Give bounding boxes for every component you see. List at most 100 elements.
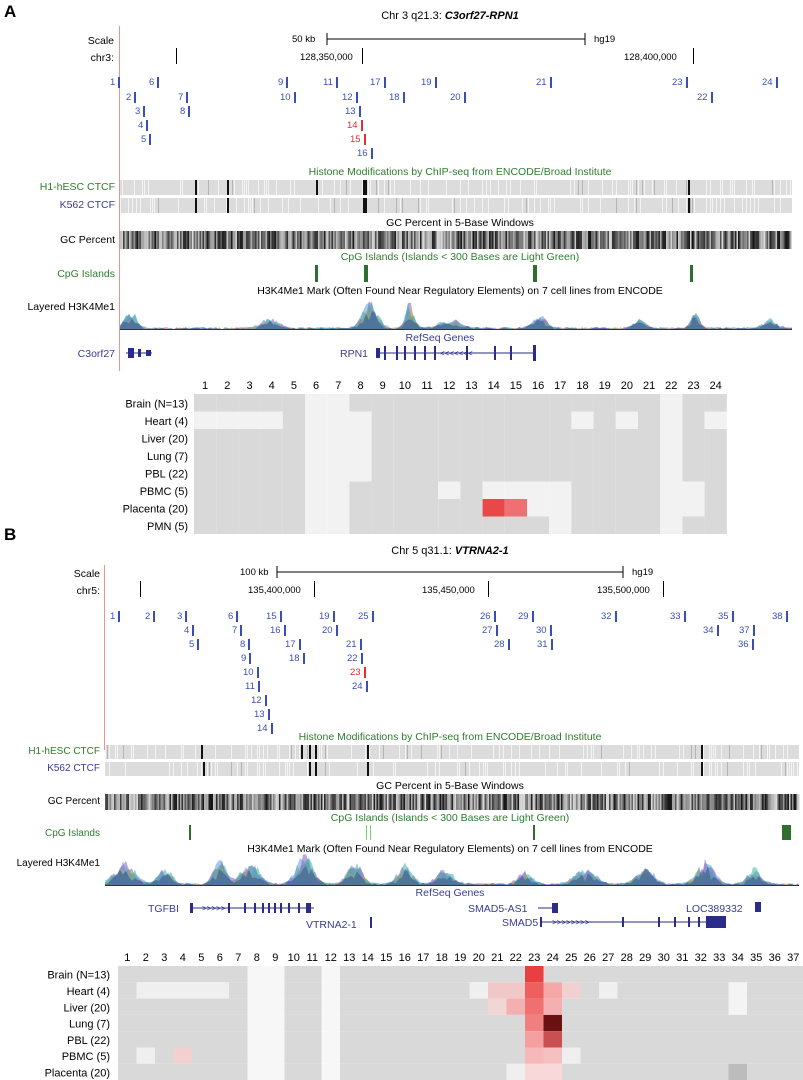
heatmap-cell <box>482 446 505 464</box>
heatmap-cell <box>527 464 550 482</box>
heatmap-cell <box>266 1047 285 1064</box>
ctcf-peak <box>203 762 205 776</box>
probe-15: 15 <box>266 611 282 622</box>
heatmap-cell <box>377 982 396 999</box>
ctcf-peak <box>309 762 311 776</box>
heatmap-cell <box>192 1031 211 1048</box>
heatmap-cell <box>247 1063 266 1080</box>
panel-a-gene-rpn1: RPN1 <box>340 348 369 360</box>
probe-15: 15 <box>350 134 366 145</box>
heatmap-cell <box>451 982 470 999</box>
heatmap-cell <box>327 464 350 482</box>
heatmap-cell <box>393 429 416 447</box>
panel-b-h1-label: H1-hESC CTCF <box>28 746 100 757</box>
heatmap-cell <box>266 998 285 1015</box>
probe-tick <box>710 92 713 103</box>
heatmap-cell <box>414 1063 433 1080</box>
heatmap-cell <box>504 464 527 482</box>
heatmap-cell <box>654 966 673 983</box>
heatmap-cell <box>615 446 638 464</box>
heatmap-col-label: 13 <box>343 952 355 964</box>
heatmap-cell <box>460 411 483 429</box>
heatmap-cell <box>562 1047 581 1064</box>
heatmap-cell <box>349 446 372 464</box>
heatmap-cell <box>321 1063 340 1080</box>
heatmap-cell <box>266 1031 285 1048</box>
ctcf-peak <box>195 180 197 195</box>
probe-label: 12 <box>342 92 353 104</box>
panel-a-gene-model-rpn1: <<<<<<< <box>376 345 536 361</box>
probe-label: 12 <box>251 695 262 707</box>
heatmap-cell <box>682 499 705 517</box>
panel-b-heatmap: 1 2 3 4 5 6 7 8 9 10 11 12 13 14 15 16 17 18 19 20 21 22 23 24 2… <box>45 952 803 1080</box>
probe-6: 6 <box>149 77 160 88</box>
probe-14: 14 <box>257 723 273 734</box>
probe-tick <box>358 106 361 117</box>
heatmap-col-label: 23 <box>687 380 699 392</box>
heatmap-cell <box>118 1014 137 1032</box>
probe-label: 37 <box>739 625 750 637</box>
probe-label: 7 <box>232 625 238 637</box>
heatmap-cell <box>527 394 550 412</box>
heatmap-cell <box>432 1047 451 1064</box>
probe-tick <box>549 77 552 88</box>
heatmap-cell <box>549 516 572 534</box>
probe-19: 19 <box>319 611 335 622</box>
panel-a-cpg-island <box>364 265 368 282</box>
heatmap-cell <box>414 1031 433 1048</box>
probe-label: 5 <box>189 639 195 651</box>
heatmap-cell <box>506 966 525 983</box>
probe-1: 1 <box>110 77 121 88</box>
heatmap-cell <box>173 966 192 983</box>
heatmap-cell <box>371 499 394 517</box>
heatmap-cell <box>247 966 266 983</box>
heatmap-cell <box>136 1063 155 1080</box>
heatmap-cell <box>704 464 727 482</box>
heatmap-cell <box>173 1031 192 1048</box>
heatmap-cell <box>416 516 439 534</box>
heatmap-cell <box>371 411 394 429</box>
probe-tick <box>236 611 239 622</box>
heatmap-cell <box>617 998 636 1015</box>
probe-tick <box>293 92 296 103</box>
heatmap-cell <box>527 516 550 534</box>
heatmap-cell <box>266 1063 285 1080</box>
panel-b-cpg-island <box>533 825 535 840</box>
heatmap-col-label: 19 <box>454 952 466 964</box>
heatmap-cell <box>282 429 305 447</box>
svg-text:>>>>>: >>>>> <box>202 904 226 913</box>
heatmap-cell <box>482 481 505 499</box>
heatmap-cell <box>636 1047 655 1064</box>
probe-tick <box>188 106 191 117</box>
heatmap-cell <box>414 1047 433 1064</box>
probe-label: 10 <box>280 92 291 104</box>
heatmap-cell <box>247 1014 266 1032</box>
panel-b-cpg-island <box>782 825 791 840</box>
heatmap-cell <box>216 446 239 464</box>
panel-b-coord2: 135,450,000 <box>422 585 475 596</box>
heatmap-cell <box>506 1047 525 1064</box>
probe-tick <box>186 92 189 103</box>
probe-tick <box>335 77 338 88</box>
probe-tick <box>363 134 366 145</box>
heatmap-cell <box>571 464 594 482</box>
probe-tick <box>149 134 152 145</box>
heatmap-cell <box>282 481 305 499</box>
probe-tick <box>463 92 466 103</box>
heatmap-cell <box>571 446 594 464</box>
heatmap-row-label: PBMC (5) <box>62 1051 110 1063</box>
heatmap-cell <box>488 1031 507 1048</box>
heatmap-cell <box>327 499 350 517</box>
heatmap-cell <box>765 1031 784 1048</box>
heatmap-cell <box>660 516 683 534</box>
panel-b-gene-model-smad5: >>>>>>>> <box>540 916 726 928</box>
heatmap-cell <box>349 411 372 429</box>
heatmap-cell <box>710 1047 729 1064</box>
heatmap-cell <box>673 982 692 999</box>
heatmap-cell <box>327 516 350 534</box>
heatmap-cell <box>238 481 261 499</box>
heatmap-cell <box>615 429 638 447</box>
heatmap-cell <box>451 1014 470 1032</box>
heatmap-cell <box>395 1047 414 1064</box>
probe-9: 9 <box>241 653 252 664</box>
